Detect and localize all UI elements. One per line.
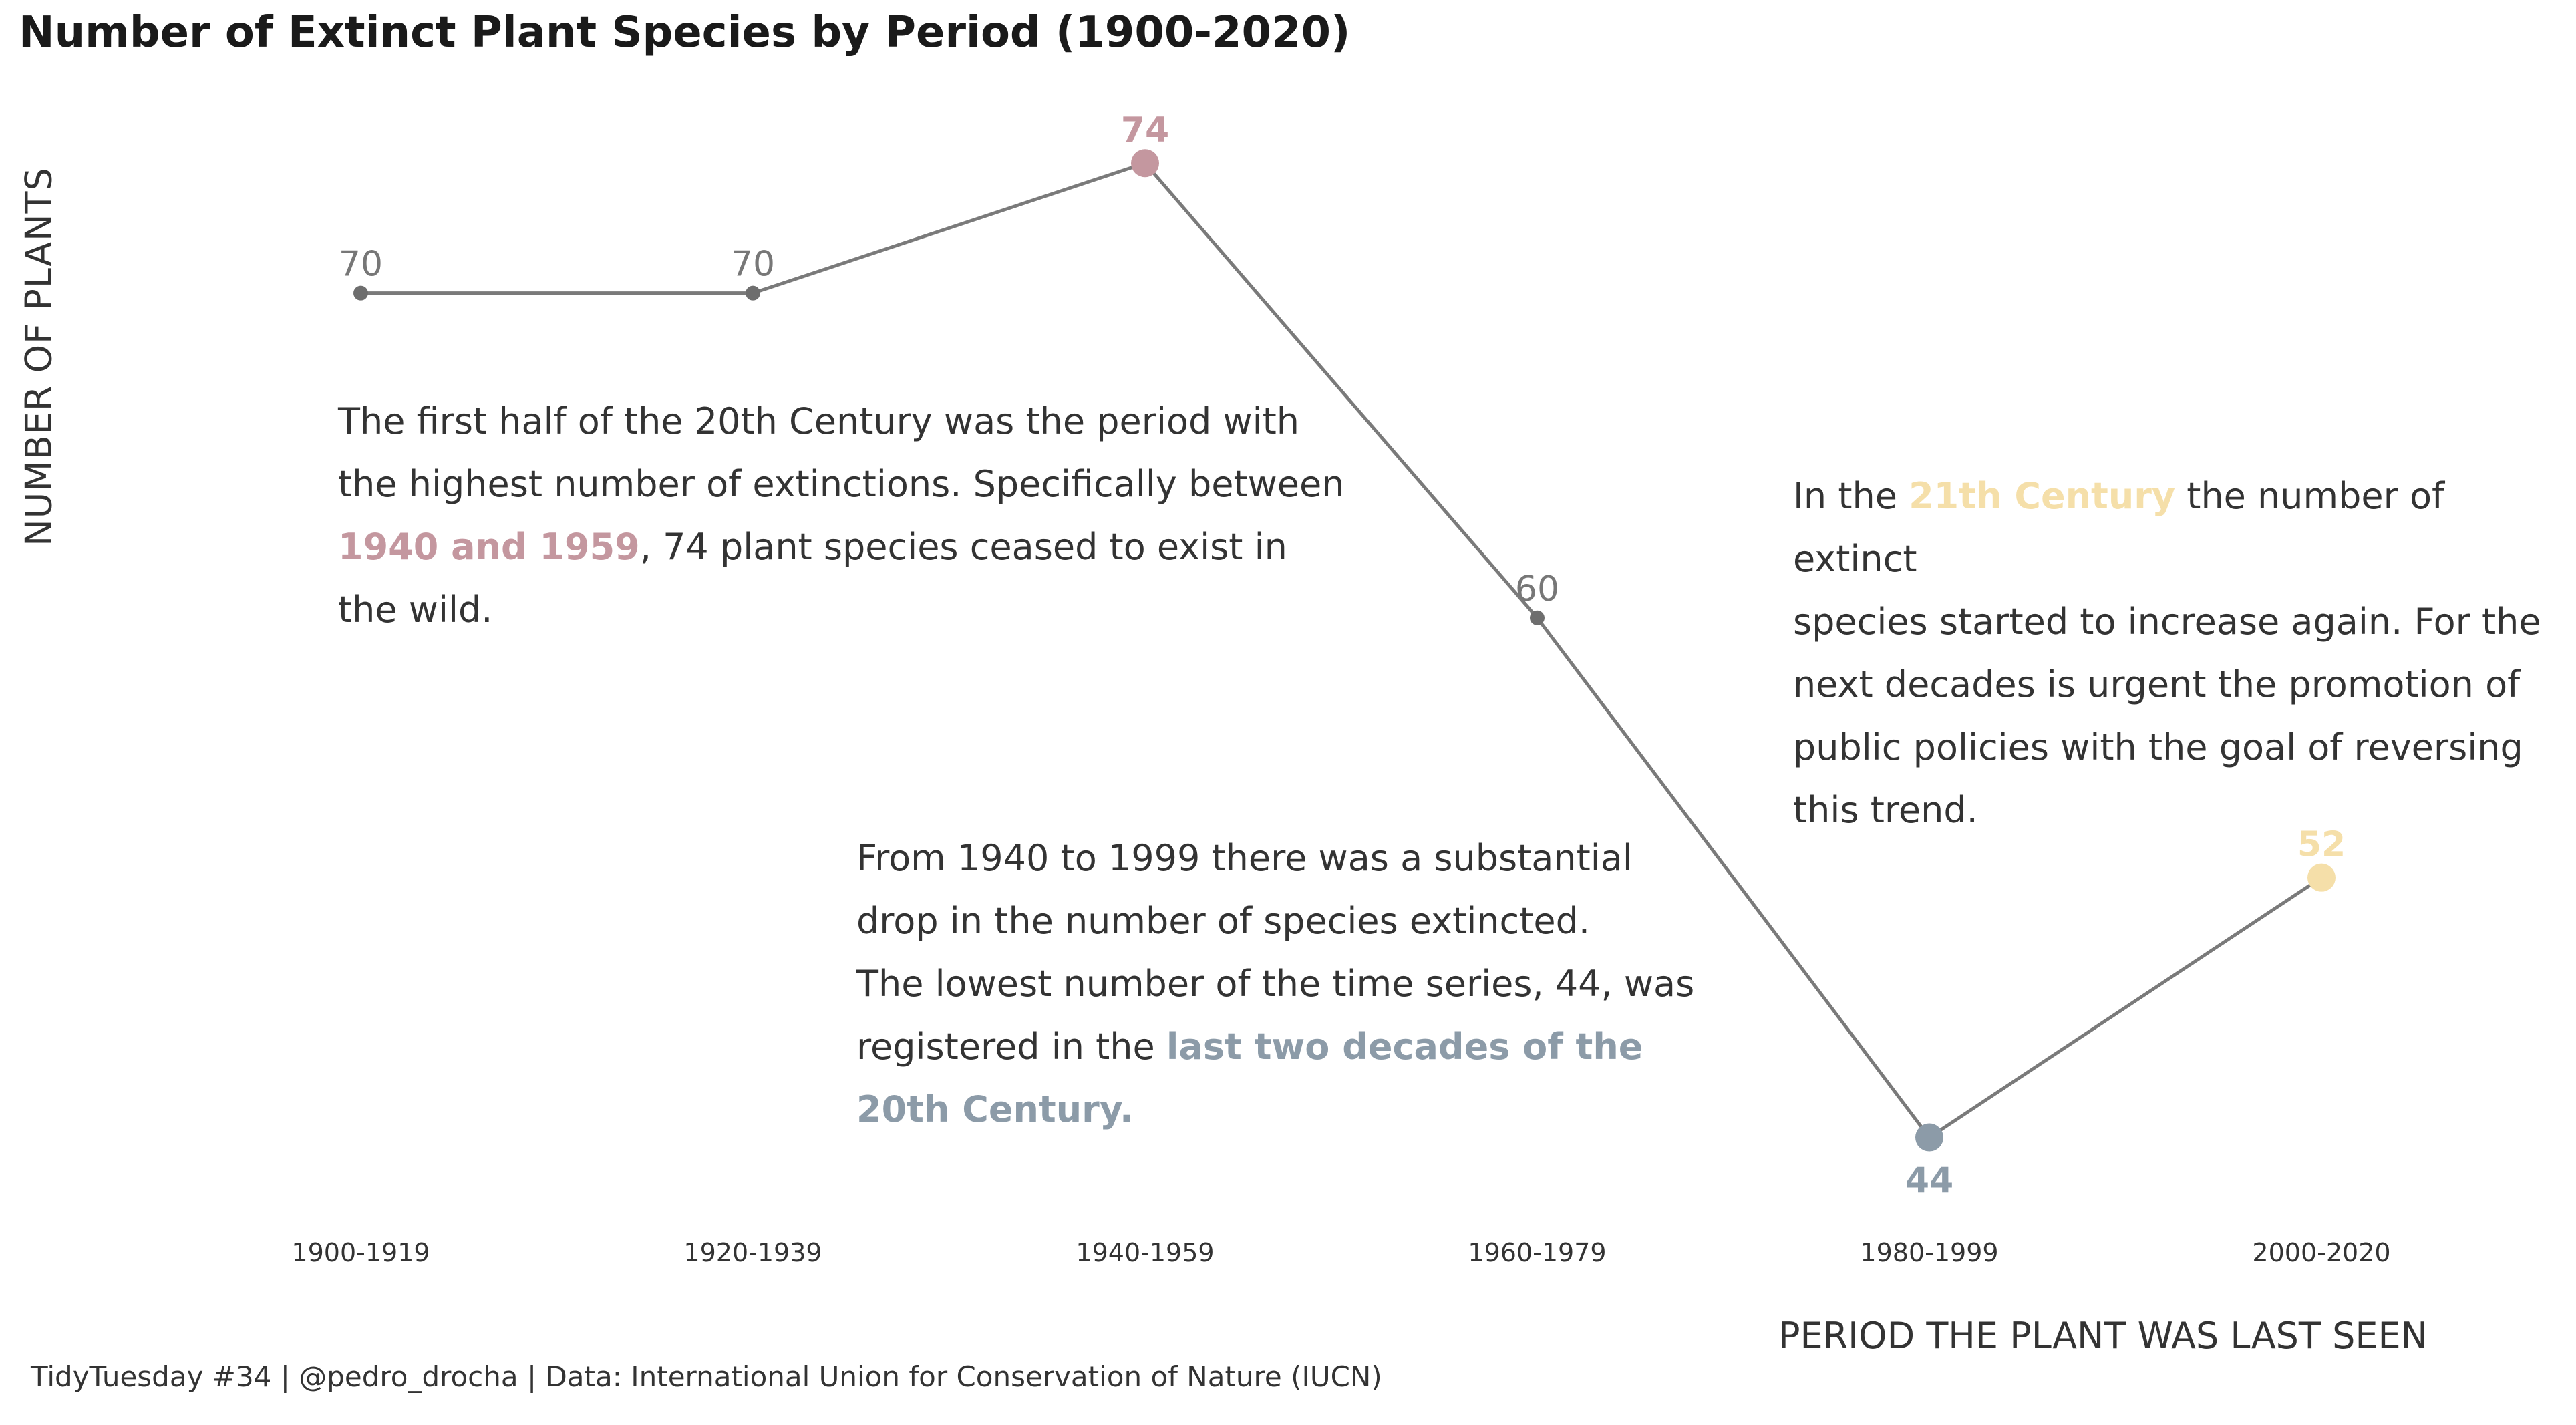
data-point-1920-1939 xyxy=(746,285,760,301)
x-tick-layer: 1900-1919 1920-1939 1940-1959 1960-1979 1980… xyxy=(291,1238,2390,1267)
x-tick-label-1980-1999: 1980-1999 xyxy=(1860,1238,1998,1267)
caption: TidyTuesday #34 | @pedro_drocha | Data: … xyxy=(31,1360,1382,1393)
x-axis-label: PERIOD THE PLANT WAS LAST SEEN xyxy=(1778,1315,2428,1357)
annotation-text: In the xyxy=(1793,475,1909,517)
annotation-text: next decades is urgent the promotion of xyxy=(1793,663,2521,705)
annotation-text: the number of extinct xyxy=(1793,475,2445,580)
annotation-text: registered in the xyxy=(856,1025,1166,1068)
data-point-1960-1979 xyxy=(1530,610,1545,625)
x-tick-label-1960-1979: 1960-1979 xyxy=(1468,1238,1606,1267)
annotation-text: the highest number of extinctions. Speci… xyxy=(338,463,1345,505)
annotation-text: The lowest number of the time series, 44… xyxy=(856,963,1695,1005)
series-line xyxy=(361,161,2323,1140)
chart-title: Number of Extinct Plant Species by Perio… xyxy=(19,8,1351,57)
data-label-1960-1979: 60 xyxy=(1515,569,1559,609)
annotation-drop: From 1940 to 1999 there was a substantia… xyxy=(856,827,1694,1141)
annotation-highlight: last two decades of the xyxy=(1166,1025,1643,1068)
annotation-text: the wild. xyxy=(338,589,493,631)
x-tick-label-2000-2020: 2000-2020 xyxy=(2252,1238,2390,1267)
data-label-layer: 70 70 74 60 44 52 xyxy=(339,110,2346,1201)
annotation-21st-century: In the 21th Century the number of extinc… xyxy=(1793,465,2576,842)
data-label-2000-2020: 52 xyxy=(2297,825,2346,865)
data-label-1980-1999: 44 xyxy=(1905,1161,1953,1201)
data-point-2000-2020 xyxy=(2307,863,2336,892)
point-layer xyxy=(353,149,2336,1152)
data-point-1900-1919 xyxy=(353,285,368,301)
annotation-text: drop in the number of species extincted. xyxy=(856,900,1591,942)
data-point-1940-1959 xyxy=(1131,149,1159,178)
annotation-text: this trend. xyxy=(1793,789,1978,831)
data-point-1980-1999 xyxy=(1915,1123,1943,1152)
y-axis-label: NUMBER OF PLANTS xyxy=(17,167,60,546)
annotation-highlight: 21th Century xyxy=(1909,475,2176,517)
annotation-text: species started to increase again. For t… xyxy=(1793,601,2541,643)
annotation-highlight: 20th Century. xyxy=(856,1088,1134,1130)
data-label-1920-1939: 70 xyxy=(731,245,775,285)
annotation-text: public policies with the goal of reversi… xyxy=(1793,726,2523,768)
x-tick-label-1940-1959: 1940-1959 xyxy=(1076,1238,1214,1267)
annotation-first-half: The first half of the 20th Century was t… xyxy=(338,390,1344,641)
annotation-text: The first half of the 20th Century was t… xyxy=(338,400,1300,442)
data-label-1900-1919: 70 xyxy=(339,245,383,285)
annotation-text: From 1940 to 1999 there was a substantia… xyxy=(856,837,1633,879)
x-tick-label-1920-1939: 1920-1939 xyxy=(683,1238,822,1267)
annotation-text: , 74 plant species ceased to exist in xyxy=(639,526,1287,568)
x-tick-label-1900-1919: 1900-1919 xyxy=(291,1238,430,1267)
data-label-1940-1959: 74 xyxy=(1121,110,1169,150)
line-layer xyxy=(361,161,2323,1140)
annotation-highlight: 1940 and 1959 xyxy=(338,526,640,568)
